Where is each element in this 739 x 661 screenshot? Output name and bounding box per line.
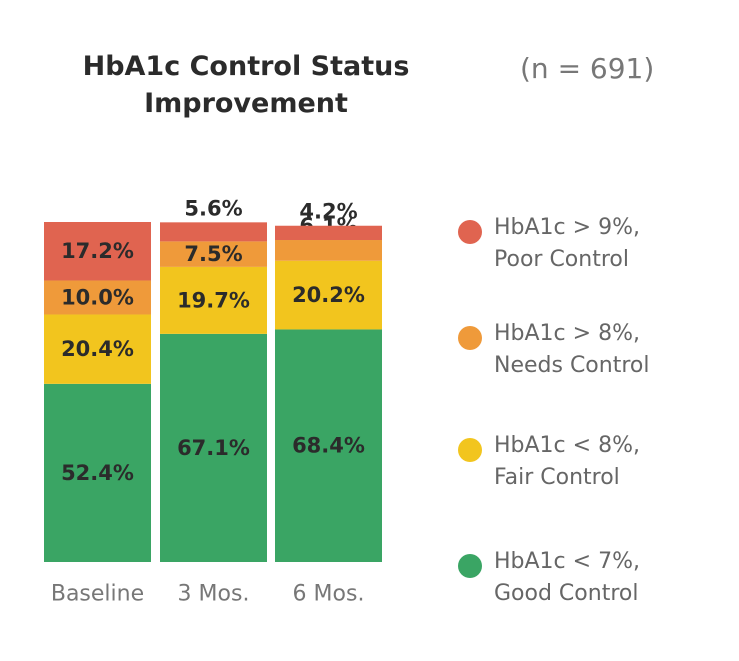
legend-label-line2: Fair Control <box>494 465 620 490</box>
data-label: 7.5% <box>184 242 242 266</box>
legend-label-poor-control: HbA1c > 9%, Poor Control <box>494 212 724 276</box>
data-label: 68.4% <box>292 434 365 458</box>
legend-swatch-poor-control <box>458 220 482 244</box>
bar-segment <box>44 280 151 315</box>
legend-label-line2: Poor Control <box>494 247 629 272</box>
data-label: 5.6% <box>184 196 242 220</box>
bar-segment <box>160 266 267 334</box>
bar-segment <box>44 222 151 281</box>
legend-label-line1: HbA1c < 8%, <box>494 433 640 458</box>
bar-segment <box>275 260 382 330</box>
bar-segment <box>275 240 382 261</box>
data-label: 17.2% <box>61 239 134 263</box>
legend-label-line2: Good Control <box>494 581 639 606</box>
bar-segment <box>44 383 151 562</box>
legend-swatch-needs-control <box>458 326 482 350</box>
bar-segment <box>160 333 267 562</box>
bar-segment <box>275 329 382 562</box>
legend-item-needs-control: HbA1c > 8%, Needs Control <box>452 318 722 378</box>
bar-segment <box>275 225 382 241</box>
legend-label-good-control: HbA1c < 7%, Good Control <box>494 546 724 610</box>
bar-segment <box>160 241 267 267</box>
data-label: 67.1% <box>177 436 250 460</box>
data-label: 10.0% <box>61 285 134 309</box>
data-label: 4.2% <box>299 200 357 224</box>
legend-item-good-control: HbA1c < 7%, Good Control <box>452 546 722 606</box>
legend-label-line1: HbA1c > 9%, <box>494 215 640 240</box>
data-label: 20.2% <box>292 283 365 307</box>
legend-label-fair-control: HbA1c < 8%, Fair Control <box>494 430 724 494</box>
chart-title: HbA1c Control Status Improvement <box>82 51 410 119</box>
x-tick-label: 3 Mos. <box>178 582 250 607</box>
x-tick-label: Baseline <box>51 582 144 607</box>
bar-segment <box>44 314 151 384</box>
data-label: 19.7% <box>177 288 250 312</box>
legend-swatch-fair-control <box>458 438 482 462</box>
legend-label-line1: HbA1c > 8%, <box>494 321 640 346</box>
legend-item-poor-control: HbA1c > 9%, Poor Control <box>452 212 722 272</box>
x-tick-label: 6 Mos. <box>293 582 365 607</box>
legend-swatch-good-control <box>458 554 482 578</box>
legend-label-needs-control: HbA1c > 8%, Needs Control <box>494 318 724 382</box>
legend-label-line2: Needs Control <box>494 353 650 378</box>
data-label: 20.4% <box>61 337 134 361</box>
legend-label-line1: HbA1c < 7%, <box>494 549 640 574</box>
legend-item-fair-control: HbA1c < 8%, Fair Control <box>452 430 722 490</box>
data-label: 52.4% <box>61 461 134 485</box>
chart-subtitle: (n = 691) <box>520 52 655 85</box>
bar-segment <box>160 222 267 242</box>
